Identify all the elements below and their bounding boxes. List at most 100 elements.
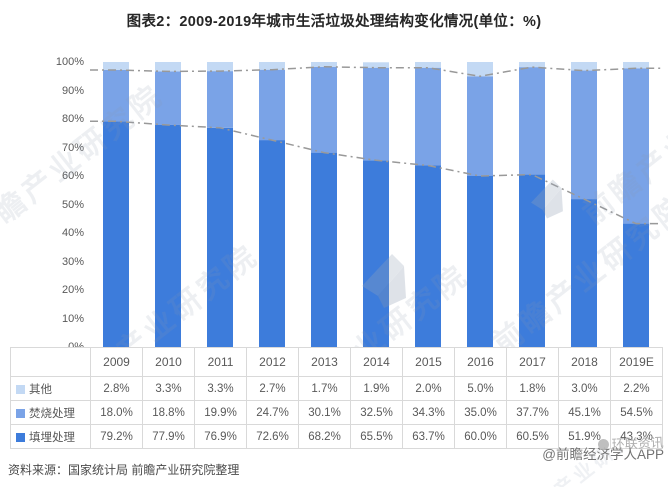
value-cell: 37.7% bbox=[506, 400, 559, 425]
trend-line bbox=[90, 120, 662, 225]
value-cell: 60.0% bbox=[454, 424, 507, 449]
bar-segment bbox=[103, 121, 129, 347]
value-cell: 60.5% bbox=[506, 424, 559, 449]
value-cell: 63.7% bbox=[402, 424, 455, 449]
brand-dot-icon bbox=[597, 438, 610, 451]
bar-segment bbox=[363, 160, 389, 347]
table-corner-cell bbox=[10, 347, 91, 377]
value-cell: 35.0% bbox=[454, 400, 507, 425]
value-cell: 43.3% bbox=[610, 424, 663, 449]
bar-segment bbox=[259, 62, 285, 70]
bar-segment bbox=[207, 62, 233, 72]
value-cell: 76.9% bbox=[194, 424, 247, 449]
bar-segment bbox=[311, 62, 337, 67]
legend-swatch-icon bbox=[16, 408, 25, 418]
value-cell: 24.7% bbox=[246, 400, 299, 425]
value-cell: 65.5% bbox=[350, 424, 403, 449]
year-header-cell: 2015 bbox=[402, 347, 455, 377]
value-cell: 79.2% bbox=[90, 424, 143, 449]
source-note: 资料来源：国家统计局 前瞻产业研究院整理 bbox=[8, 463, 240, 477]
bar-segment bbox=[207, 127, 233, 347]
year-header-cell: 2017 bbox=[506, 347, 559, 377]
bar-segment bbox=[103, 62, 129, 70]
value-cell: 68.2% bbox=[298, 424, 351, 449]
bar-segment bbox=[155, 124, 181, 347]
value-cell: 2.0% bbox=[402, 376, 455, 401]
bar-segment bbox=[259, 140, 285, 347]
stacked-bar-chart bbox=[90, 62, 662, 347]
year-header-cell: 2010 bbox=[142, 347, 195, 377]
y-axis-tick-label: 10% bbox=[61, 312, 84, 325]
bar-segment bbox=[311, 66, 337, 153]
y-axis-tick-label: 100% bbox=[55, 56, 84, 68]
trend-line bbox=[90, 66, 662, 78]
bar-segment bbox=[363, 67, 389, 161]
y-axis-tick-label: 30% bbox=[61, 255, 84, 268]
app-credit: @前瞻经济学人APP bbox=[542, 447, 664, 463]
legend-cell: 其他 bbox=[10, 376, 91, 401]
year-header-cell: 2019E bbox=[610, 347, 663, 377]
chart-title: 图表2：2009-2019年城市生活垃圾处理结构变化情况(单位：%) bbox=[126, 14, 542, 30]
value-cell: 2.2% bbox=[610, 376, 663, 401]
bar-segment bbox=[519, 67, 545, 175]
table-header-row: 2009 2010 2011 2012 2013 2014 2015 2016 2017 2018… bbox=[10, 347, 663, 377]
year-header-cell: 2016 bbox=[454, 347, 507, 377]
value-cell: 3.3% bbox=[194, 376, 247, 401]
legend-swatch-icon bbox=[16, 384, 25, 394]
legend-cell: 焚烧处理 bbox=[10, 400, 91, 425]
value-cell: 45.1% bbox=[558, 400, 611, 425]
bar-segment bbox=[363, 62, 389, 68]
bar-segment bbox=[259, 69, 285, 141]
bar-segment bbox=[155, 62, 181, 72]
value-cell: 30.1% bbox=[298, 400, 351, 425]
bar-segment bbox=[571, 70, 597, 200]
value-cell: 5.0% bbox=[454, 376, 507, 401]
bar-segment bbox=[623, 68, 649, 224]
y-axis-tick-label: 80% bbox=[61, 113, 84, 125]
bar-segment bbox=[467, 62, 493, 77]
brand-watermark-label: 环联资讯 bbox=[611, 434, 665, 452]
value-cell: 3.3% bbox=[142, 376, 195, 401]
brand-cluster: 环联资讯 @前瞻经济学人APP bbox=[542, 434, 665, 463]
year-header-cell: 2018 bbox=[558, 347, 611, 377]
bar-segment bbox=[519, 62, 545, 68]
y-axis-tick-label: 20% bbox=[61, 284, 84, 296]
y-axis-tick-label: 70% bbox=[61, 141, 84, 154]
bar-segment bbox=[519, 174, 545, 347]
table-row: 焚烧处理 18.0% 18.8% 19.9% 24.7% 30.1% 32.5% 34.3% 3… bbox=[10, 400, 663, 425]
value-cell: 72.6% bbox=[246, 424, 299, 449]
y-axis-tick-label: 40% bbox=[61, 227, 84, 239]
bar-segment bbox=[311, 152, 337, 347]
bar-segment bbox=[623, 223, 649, 347]
value-cell: 32.5% bbox=[350, 400, 403, 425]
bar-segment bbox=[415, 67, 441, 166]
value-cell: 1.9% bbox=[350, 376, 403, 401]
year-header-cell: 2009 bbox=[90, 347, 143, 377]
bar-segment bbox=[207, 71, 233, 128]
bar-segment bbox=[467, 176, 493, 347]
table-body: 其他 2.8% 3.3% 3.3% 2.7% 1.7% 1.9% 2.0% 5.0% 1.8% 3.… bbox=[10, 376, 663, 449]
bar-segment bbox=[571, 62, 597, 71]
value-cell: 18.8% bbox=[142, 400, 195, 425]
y-axis-tick-label: 60% bbox=[61, 170, 84, 182]
value-cell: 34.3% bbox=[402, 400, 455, 425]
value-cell: 2.8% bbox=[90, 376, 143, 401]
value-cell: 19.9% bbox=[194, 400, 247, 425]
bar-segment bbox=[623, 62, 649, 69]
table-row: 其他 2.8% 3.3% 3.3% 2.7% 1.7% 1.9% 2.0% 5.0% 1.8% 3.… bbox=[10, 376, 663, 401]
value-cell: 18.0% bbox=[90, 400, 143, 425]
bar-segment bbox=[415, 62, 441, 68]
table-row: 填埋处理 79.2% 77.9% 76.9% 72.6% 68.2% 65.5% 63.7% 6… bbox=[10, 424, 663, 449]
value-cell: 1.7% bbox=[298, 376, 351, 401]
y-axis-tick-label: 90% bbox=[61, 84, 84, 97]
legend-cell: 填埋处理 bbox=[10, 424, 91, 449]
bar-segment bbox=[103, 69, 129, 122]
bar-segment bbox=[415, 165, 441, 347]
year-header-cell: 2014 bbox=[350, 347, 403, 377]
legend-swatch-icon bbox=[16, 432, 25, 442]
year-header-cell: 2013 bbox=[298, 347, 351, 377]
bar-segment bbox=[467, 76, 493, 176]
data-table: 2009 2010 2011 2012 2013 2014 2015 2016 2017 2018… bbox=[10, 347, 663, 449]
y-axis-tick-label: 50% bbox=[61, 198, 84, 211]
